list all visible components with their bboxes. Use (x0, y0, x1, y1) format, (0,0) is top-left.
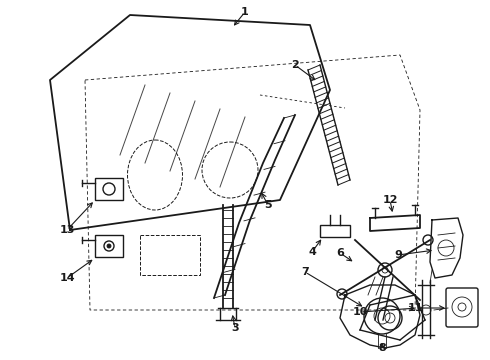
Text: 5: 5 (264, 200, 272, 210)
Text: 2: 2 (291, 60, 299, 70)
Circle shape (107, 244, 111, 248)
Bar (95, 178, 123, 200)
Text: 11: 11 (407, 303, 423, 313)
Text: 8: 8 (378, 343, 386, 353)
Text: 6: 6 (336, 248, 344, 258)
Bar (95, 235, 123, 257)
Text: 1: 1 (241, 7, 249, 17)
Text: 12: 12 (382, 195, 398, 205)
Text: 10: 10 (352, 307, 368, 317)
Text: 3: 3 (231, 323, 239, 333)
Text: 14: 14 (59, 273, 75, 283)
Text: 4: 4 (308, 247, 316, 257)
Text: 7: 7 (301, 267, 309, 277)
Text: 13: 13 (59, 225, 74, 235)
Bar (320, 225, 350, 237)
Text: 9: 9 (394, 250, 402, 260)
Bar (140, 235, 200, 275)
